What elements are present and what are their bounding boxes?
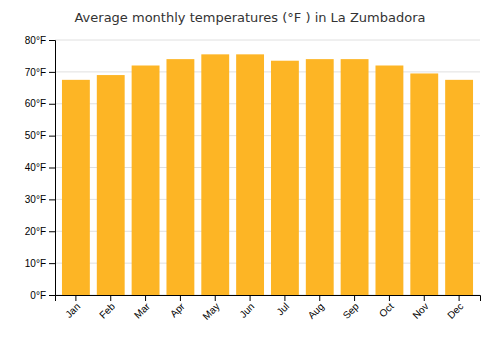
tick: 60°F [25, 98, 55, 109]
tick-label: 20°F [25, 226, 46, 237]
tick-mark [145, 295, 146, 301]
tick: Aug [306, 295, 326, 321]
bar [410, 73, 438, 295]
tick: 0°F [30, 290, 55, 301]
tick-label: Jul [274, 301, 291, 318]
y-axis: 0°F 10°F 20°F 30°F 40°F 50°F 60°F 70°F 80°F [25, 35, 56, 301]
tick-mark [75, 295, 76, 301]
tick-mark [250, 295, 251, 301]
tick: Mar [132, 295, 152, 321]
tick-label: Jan [63, 301, 82, 320]
grid-line [55, 71, 480, 72]
tick: Oct [377, 295, 396, 319]
tick-label: Aug [306, 301, 326, 321]
bar [132, 66, 160, 296]
tick: Feb [97, 295, 117, 321]
tick: Nov [410, 295, 430, 321]
tick-label: Mar [132, 300, 152, 320]
tick-label: 60°F [25, 98, 46, 109]
tick-mark [49, 104, 55, 105]
tick-mark [354, 295, 355, 301]
tick-mark [49, 231, 55, 232]
tick-label: 80°F [25, 35, 46, 46]
tick-mark [49, 40, 55, 41]
tick: 20°F [25, 226, 55, 237]
bar [271, 61, 299, 295]
bar [445, 80, 473, 295]
bar [375, 66, 403, 296]
tick-mark [49, 295, 55, 296]
tick: Jul [274, 295, 291, 317]
tick-mark [180, 295, 181, 301]
tick-label: 50°F [25, 130, 46, 141]
tick-label: 10°F [25, 258, 46, 269]
grid [55, 40, 480, 295]
tick-mark [49, 263, 55, 264]
tick-label: Feb [97, 300, 117, 320]
tick-label: 70°F [25, 67, 46, 78]
tick: May [200, 295, 221, 322]
tick-label: Apr [168, 300, 187, 319]
bar [62, 80, 90, 295]
tick-label: Jun [237, 301, 256, 320]
tick: 40°F [25, 162, 55, 173]
tick-mark [215, 295, 216, 301]
tick: 30°F [25, 194, 55, 205]
bar [236, 54, 264, 295]
tick: Dec [445, 295, 465, 321]
tick: 50°F [25, 130, 55, 141]
tick: Sep [341, 295, 362, 321]
tick: 10°F [25, 258, 55, 269]
chart: Average monthly temperatures (°F ) in La… [0, 0, 500, 350]
title: Average monthly temperatures (°F ) in La… [74, 10, 425, 25]
tick-mark [49, 72, 55, 73]
bar [166, 59, 194, 295]
bars [62, 54, 473, 295]
bar [306, 59, 334, 295]
bar [201, 54, 229, 295]
x-axis: Jan Feb Mar Apr May Jun Jul Aug Sep Oct Nov Dec [56, 295, 481, 322]
tick: Jun [237, 295, 256, 320]
tick: 80°F [25, 35, 55, 46]
tick-label: Dec [445, 301, 465, 321]
tick-mark [319, 295, 320, 301]
tick-label: May [200, 301, 221, 322]
tick-label: Oct [377, 301, 396, 320]
grid-line [55, 40, 480, 41]
bar [97, 75, 125, 295]
tick-mark [424, 295, 425, 301]
tick-mark [459, 295, 460, 301]
tick-mark [49, 168, 55, 169]
tick-label: 30°F [25, 194, 46, 205]
tick-mark [110, 295, 111, 301]
axis-line [56, 296, 481, 302]
tick-label: 40°F [25, 162, 46, 173]
tick: 70°F [25, 67, 55, 78]
tick-label: 0°F [30, 290, 46, 301]
tick: Apr [168, 295, 187, 319]
bar [341, 59, 369, 295]
tick-label: Sep [341, 300, 362, 321]
tick-mark [49, 199, 55, 200]
axis-line [49, 41, 56, 296]
tick-mark [389, 295, 390, 301]
tick: Jan [63, 295, 82, 320]
tick-mark [49, 136, 55, 137]
tick-mark [284, 295, 285, 301]
tick-label: Nov [410, 301, 430, 321]
